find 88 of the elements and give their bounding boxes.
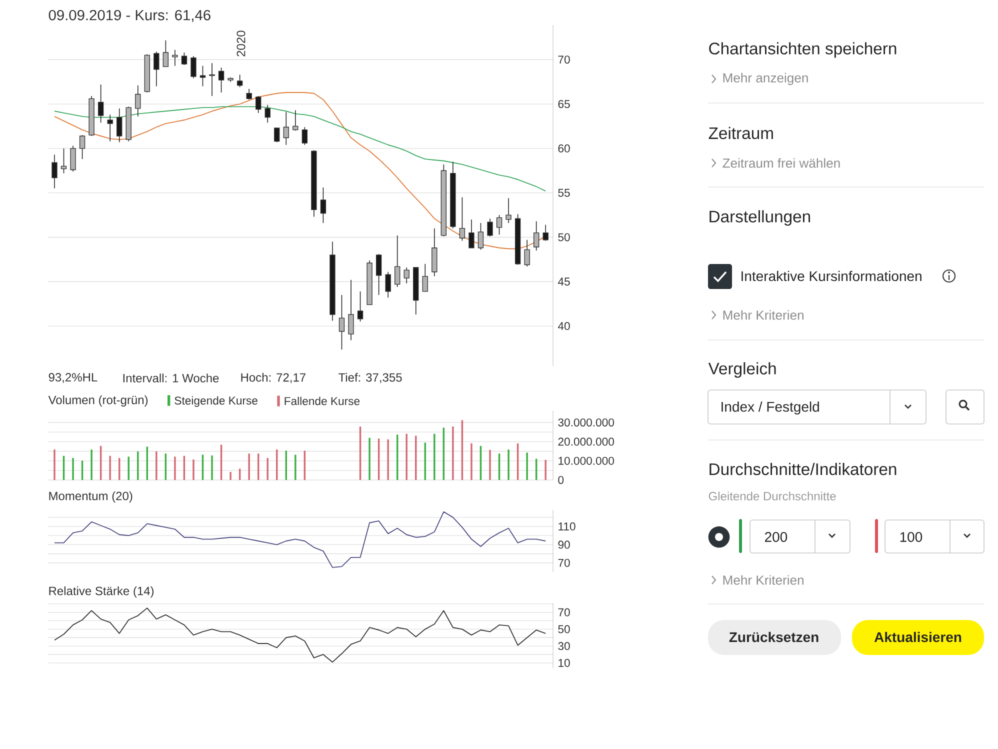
line-series: [54, 511, 546, 568]
text: 200: [764, 532, 788, 542]
candlestick: [218, 67, 224, 93]
text: 100: [900, 532, 922, 542]
chart-title: Momentum (20): [49, 491, 132, 503]
candlestick: [422, 263, 428, 292]
candlestick: [432, 228, 438, 277]
text: Gleitende Durchschnitte: [708, 492, 836, 500]
candlestick: [376, 254, 382, 296]
candlestick: [79, 134, 86, 160]
y-tick-label: 50: [558, 233, 570, 242]
candlestick: [320, 187, 326, 224]
candlestick: [338, 294, 345, 350]
candlestick: [107, 114, 113, 142]
y-tick-label: 55: [558, 188, 570, 197]
candlestick: [246, 88, 252, 100]
y-tick-label: 70: [558, 558, 570, 567]
candlestick: [154, 51, 160, 87]
text: Zeitraum frei wählen: [722, 158, 840, 168]
candlestick: [506, 198, 512, 224]
candlestick: [70, 145, 76, 172]
y-tick-label: 0: [558, 476, 564, 484]
y-tick-label: 10.000.000: [558, 456, 614, 465]
candlestick: [162, 40, 169, 68]
text: Hoch: 72,17: [241, 372, 306, 384]
candlestick: [524, 239, 530, 267]
candlestick: [283, 112, 289, 146]
candlestick: [348, 279, 354, 341]
text: Durchschnitte/Indikatoren: [710, 462, 896, 476]
y-tick-label: 60: [558, 144, 570, 152]
text: Intervall: 1 Woche: [123, 374, 219, 382]
candlestick: [256, 96, 262, 114]
y-tick-label: 20.000.000: [558, 438, 614, 446]
y-tick-label: 110: [558, 522, 576, 530]
text: 93,2%HL: [48, 373, 98, 383]
y-tick-label: 70: [558, 56, 570, 64]
text: Chartansichten speichern: [709, 42, 896, 58]
candlestick: [292, 110, 298, 132]
chart-title: Volumen (rot-grün): [48, 395, 148, 407]
text: Index / Festgeld: [722, 401, 819, 415]
y-tick-label: 40: [558, 322, 570, 330]
candlestick: [98, 84, 104, 124]
text: Mehr Kriterien: [723, 310, 804, 320]
text: Mehr anzeigen: [723, 72, 808, 86]
candlestick: [385, 271, 391, 298]
annotation: 2020: [236, 30, 246, 56]
candlestick: [302, 126, 308, 146]
candlestick: [209, 62, 215, 96]
candlestick: [357, 291, 364, 322]
legend-label: Steigende Kurse: [174, 396, 258, 407]
candlestick: [135, 84, 141, 117]
y-tick-label: 90: [558, 540, 570, 549]
y-tick-label: 30: [558, 642, 570, 650]
candlestick: [394, 235, 400, 288]
chart-title: 09.09.2019 - Kurs: 61,46: [48, 10, 210, 22]
candlestick: [404, 267, 410, 284]
y-tick-label: 30.000.000: [558, 418, 614, 426]
candlestick: [116, 108, 122, 143]
candlestick: [534, 220, 540, 251]
candlestick: [236, 74, 243, 88]
text: Interaktive Kursinformationen: [742, 270, 922, 282]
candlestick: [190, 56, 196, 79]
candlestick: [274, 128, 280, 143]
legend-label: Fallende Kurse: [284, 396, 360, 406]
text: Zurücksetzen: [729, 632, 818, 642]
text: Aktualisieren: [874, 632, 962, 642]
candlestick: [172, 49, 178, 66]
y-tick-label: 65: [558, 100, 570, 108]
y-tick-label: 50: [558, 625, 570, 634]
y-tick-label: 10: [558, 658, 570, 667]
text: Mehr Kriterien: [723, 575, 804, 585]
candlestick: [496, 214, 502, 235]
chart-title: Relative Stärke (14): [49, 586, 154, 598]
text: Tief: 37,355: [338, 372, 402, 384]
text: Zeitraum: [708, 126, 773, 140]
candlestick: [52, 154, 58, 189]
text: Darstellungen: [710, 210, 810, 226]
line-series: [54, 608, 546, 663]
y-tick-label: 70: [558, 608, 570, 616]
y-tick-label: 45: [558, 278, 570, 286]
candlestick: [181, 52, 188, 66]
candlestick: [542, 224, 548, 242]
text: Vergleich: [708, 362, 776, 378]
candlestick: [487, 218, 493, 237]
candlestick: [468, 219, 474, 248]
candlestick: [459, 196, 466, 242]
candlestick: [264, 104, 270, 124]
candlestick: [478, 222, 484, 250]
